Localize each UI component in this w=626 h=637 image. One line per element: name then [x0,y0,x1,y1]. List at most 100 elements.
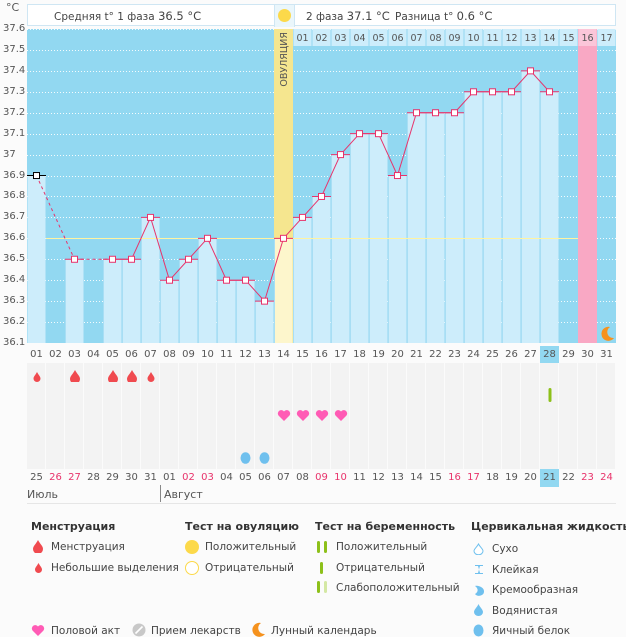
temperature-point [166,276,173,284]
heart-icon[interactable] [315,409,329,422]
calendar-date-label[interactable]: 01 [163,472,176,483]
cycle-day-label[interactable]: 01 [30,349,43,360]
cycle-day-label[interactable]: 29 [562,349,575,360]
temperature-point [470,88,477,96]
cycle-day-label[interactable]: 16 [315,349,328,360]
calendar-date-label[interactable]: 03 [201,472,214,483]
cycle-day-label[interactable]: 03 [68,349,81,360]
calendar-date-label[interactable]: 04 [220,472,233,483]
temperature-bar [331,154,350,343]
cycle-day-label[interactable]: 15 [296,349,309,360]
calendar-date-label[interactable]: 11 [353,472,366,483]
diff-label: Разница t° [395,11,454,23]
cycle-day-label[interactable]: 17 [334,349,347,360]
legend-cervical-fluid-title: Цервикальная жидкость [471,520,626,533]
calendar-date-label[interactable]: 20 [524,472,537,483]
calendar-date-label[interactable]: 23 [581,472,594,483]
cycle-day-label[interactable]: 10 [201,349,214,360]
calendar-date-label[interactable]: 08 [296,472,309,483]
cycle-day-label[interactable]: 21 [410,349,423,360]
pregnancy-negative-icon [320,562,323,574]
cycle-day-label[interactable]: 09 [182,349,195,360]
calendar-date-label[interactable]: 17 [467,472,480,483]
cycle-day-label[interactable]: 22 [429,349,442,360]
temperature-point [71,255,78,263]
calendar-date-label[interactable]: 25 [30,472,43,483]
calendar-date-label[interactable]: 15 [429,472,442,483]
post-ovulation-day-cell [502,29,521,46]
calendar-date-label[interactable]: 22 [562,472,575,483]
cycle-day-label[interactable]: 14 [277,349,290,360]
cycle-day-label[interactable]: 07 [144,349,157,360]
calendar-date-label[interactable]: 24 [600,472,613,483]
calendar-date-label[interactable]: 19 [505,472,518,483]
cycle-day-label[interactable]: 06 [125,349,138,360]
cycle-day-label[interactable]: 26 [505,349,518,360]
ovulation-negative-icon [185,561,199,575]
pregnancy-test-negative-icon[interactable] [548,388,552,402]
calendar-date-label[interactable]: 06 [258,472,271,483]
cycle-day-label[interactable]: 28 [540,346,559,364]
spotting-drop-icon[interactable] [33,371,41,382]
calendar-date-label[interactable]: 07 [277,472,290,483]
cycle-day-label[interactable]: 12 [239,349,252,360]
post-ovulation-day-cell [540,29,559,46]
temperature-point [299,213,306,221]
calendar-date-label[interactable]: 29 [106,472,119,483]
cycle-day-label[interactable]: 13 [258,349,271,360]
calendar-date-label[interactable]: 26 [49,472,62,483]
calendar-date-label[interactable]: 02 [182,472,195,483]
menstruation-drop-icon[interactable] [107,369,119,383]
egg-white-icon[interactable] [240,451,251,464]
cycle-day-label[interactable]: 11 [220,349,233,360]
calendar-date-label[interactable]: 09 [315,472,328,483]
cycle-day-label[interactable]: 08 [163,349,176,360]
heart-icon[interactable] [277,409,291,422]
heart-icon[interactable] [334,409,348,422]
calendar-date-label[interactable]: 28 [87,472,100,483]
calendar-date-label[interactable]: 30 [125,472,138,483]
calendar-date-label[interactable]: 12 [372,472,385,483]
calendar-date-label[interactable]: 10 [334,472,347,483]
temperature-bar [122,259,141,343]
cycle-day-label[interactable]: 19 [372,349,385,360]
cycle-day-label[interactable]: 02 [49,349,62,360]
cycle-day-label[interactable]: 04 [87,349,100,360]
calendar-date-label[interactable]: 13 [391,472,404,483]
cycle-day-label[interactable]: 18 [353,349,366,360]
cycle-day-label[interactable]: 05 [106,349,119,360]
cycle-day-label[interactable]: 25 [486,349,499,360]
y-tick-label: 36.6 [3,232,26,244]
calendar-date-label[interactable]: 14 [410,472,423,483]
calendar-date-label[interactable]: 05 [239,472,252,483]
menstruation-drop-icon[interactable] [126,369,138,383]
legend-pregnancy-negative: Отрицательный [336,562,425,574]
phase2-label: 2 фаза [306,11,344,23]
post-ovulation-day-cell [445,29,464,46]
calendar-date-label[interactable]: 16 [448,472,461,483]
calendar-date-label[interactable]: 18 [486,472,499,483]
egg-white-icon[interactable] [259,451,270,464]
heart-icon[interactable] [296,409,310,422]
calendar-date-label[interactable]: 21 [540,469,559,487]
cycle-day-label[interactable]: 24 [467,349,480,360]
temperature-bar [540,91,559,343]
y-tick-label: 37 [3,148,16,160]
cycle-day-label[interactable]: 20 [391,349,404,360]
menstruation-drop-icon[interactable] [69,369,81,383]
temperature-line-segment [131,217,151,260]
y-tick-label: 36.4 [3,274,26,286]
cycle-day-label[interactable]: 31 [600,349,613,360]
cycle-day-label[interactable]: 27 [524,349,537,360]
calendar-date-label[interactable]: 31 [144,472,157,483]
legend-lunar-calendar: Лунный календарь [271,625,377,637]
y-tick-label: 36.5 [3,253,26,265]
spotting-drop-icon[interactable] [147,371,155,382]
temperature-line-segment [150,217,170,281]
cycle-day-label[interactable]: 30 [581,349,594,360]
y-tick-label: 36.9 [3,169,26,181]
post-ovulation-day-cell [388,29,407,46]
cycle-day-label[interactable]: 23 [448,349,461,360]
predicted-period-column [578,29,597,343]
calendar-date-label[interactable]: 27 [68,472,81,483]
